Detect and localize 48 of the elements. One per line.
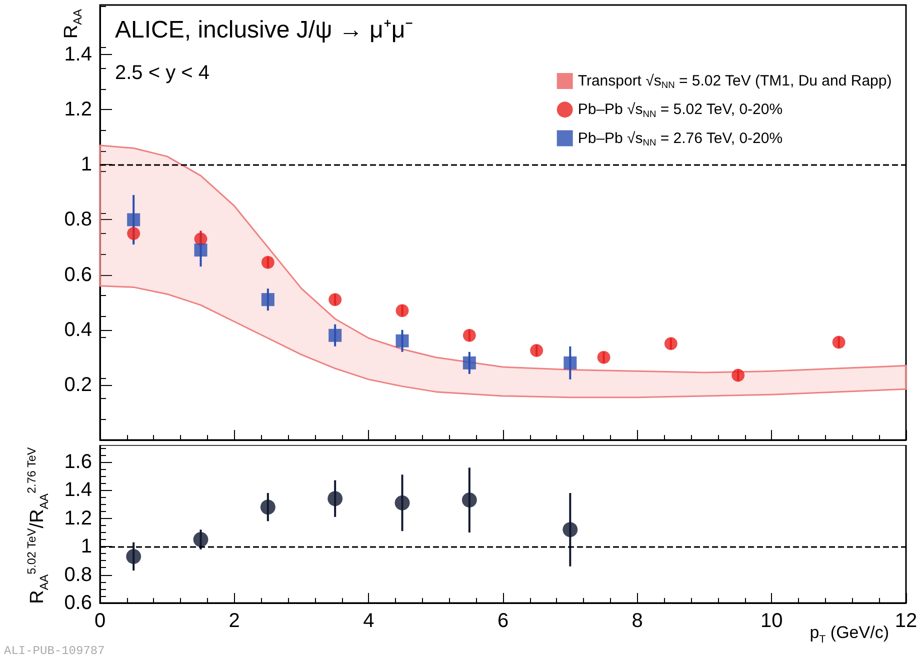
x-tick-label: 4	[363, 610, 374, 632]
point	[127, 213, 140, 226]
x-tick-label: 6	[497, 610, 509, 632]
point	[562, 522, 578, 538]
annotation: 2.5 < y < 4	[115, 62, 210, 84]
x-tick-label: 0	[94, 610, 106, 632]
point	[396, 304, 409, 318]
y-tick-label: 0.6	[64, 264, 92, 286]
point	[193, 532, 208, 548]
x-tick-label: 8	[632, 610, 643, 632]
point	[664, 337, 678, 350]
point	[126, 548, 142, 564]
point	[530, 344, 544, 358]
x-tick-label: 10	[760, 610, 783, 632]
x-tick-label: 2	[228, 610, 240, 632]
point	[462, 492, 477, 508]
point	[328, 293, 342, 306]
y-tick-label: 0.8	[64, 208, 92, 231]
point	[394, 495, 410, 510]
point	[732, 368, 745, 382]
point	[462, 356, 476, 370]
point	[261, 256, 274, 269]
y-tick-label: 1	[80, 536, 92, 558]
point	[194, 244, 208, 257]
point	[261, 293, 274, 306]
text: ALI-PUB-109787	[4, 644, 105, 658]
y-tick-label: 1.2	[64, 507, 92, 530]
y-tick-label: 1.4	[64, 479, 92, 502]
y-tick-label: 1.2	[64, 98, 92, 121]
point	[597, 350, 610, 364]
x-axis-title: p$_{T}$ (GeV/c)	[810, 623, 889, 646]
point	[328, 328, 342, 342]
y-tick-label: 0.6	[64, 592, 92, 614]
point	[832, 336, 846, 349]
x-tick-label: 12	[894, 610, 918, 632]
y-tick-label: 1	[80, 154, 92, 176]
point	[462, 328, 476, 342]
annotation: ALICE, inclusive J/ψ → μ⁺μ⁻	[115, 16, 414, 44]
point	[127, 227, 140, 240]
point	[396, 334, 409, 348]
y-tick-label: 0.4	[64, 318, 92, 341]
y-tick-label: 0.2	[64, 374, 92, 396]
y-tick-label: 0.8	[64, 564, 92, 586]
point	[260, 500, 276, 515]
y-tick-label: 1.6	[64, 450, 92, 473]
y-tick-label: 1.4	[64, 44, 92, 66]
point	[564, 356, 577, 370]
point	[328, 491, 343, 506]
